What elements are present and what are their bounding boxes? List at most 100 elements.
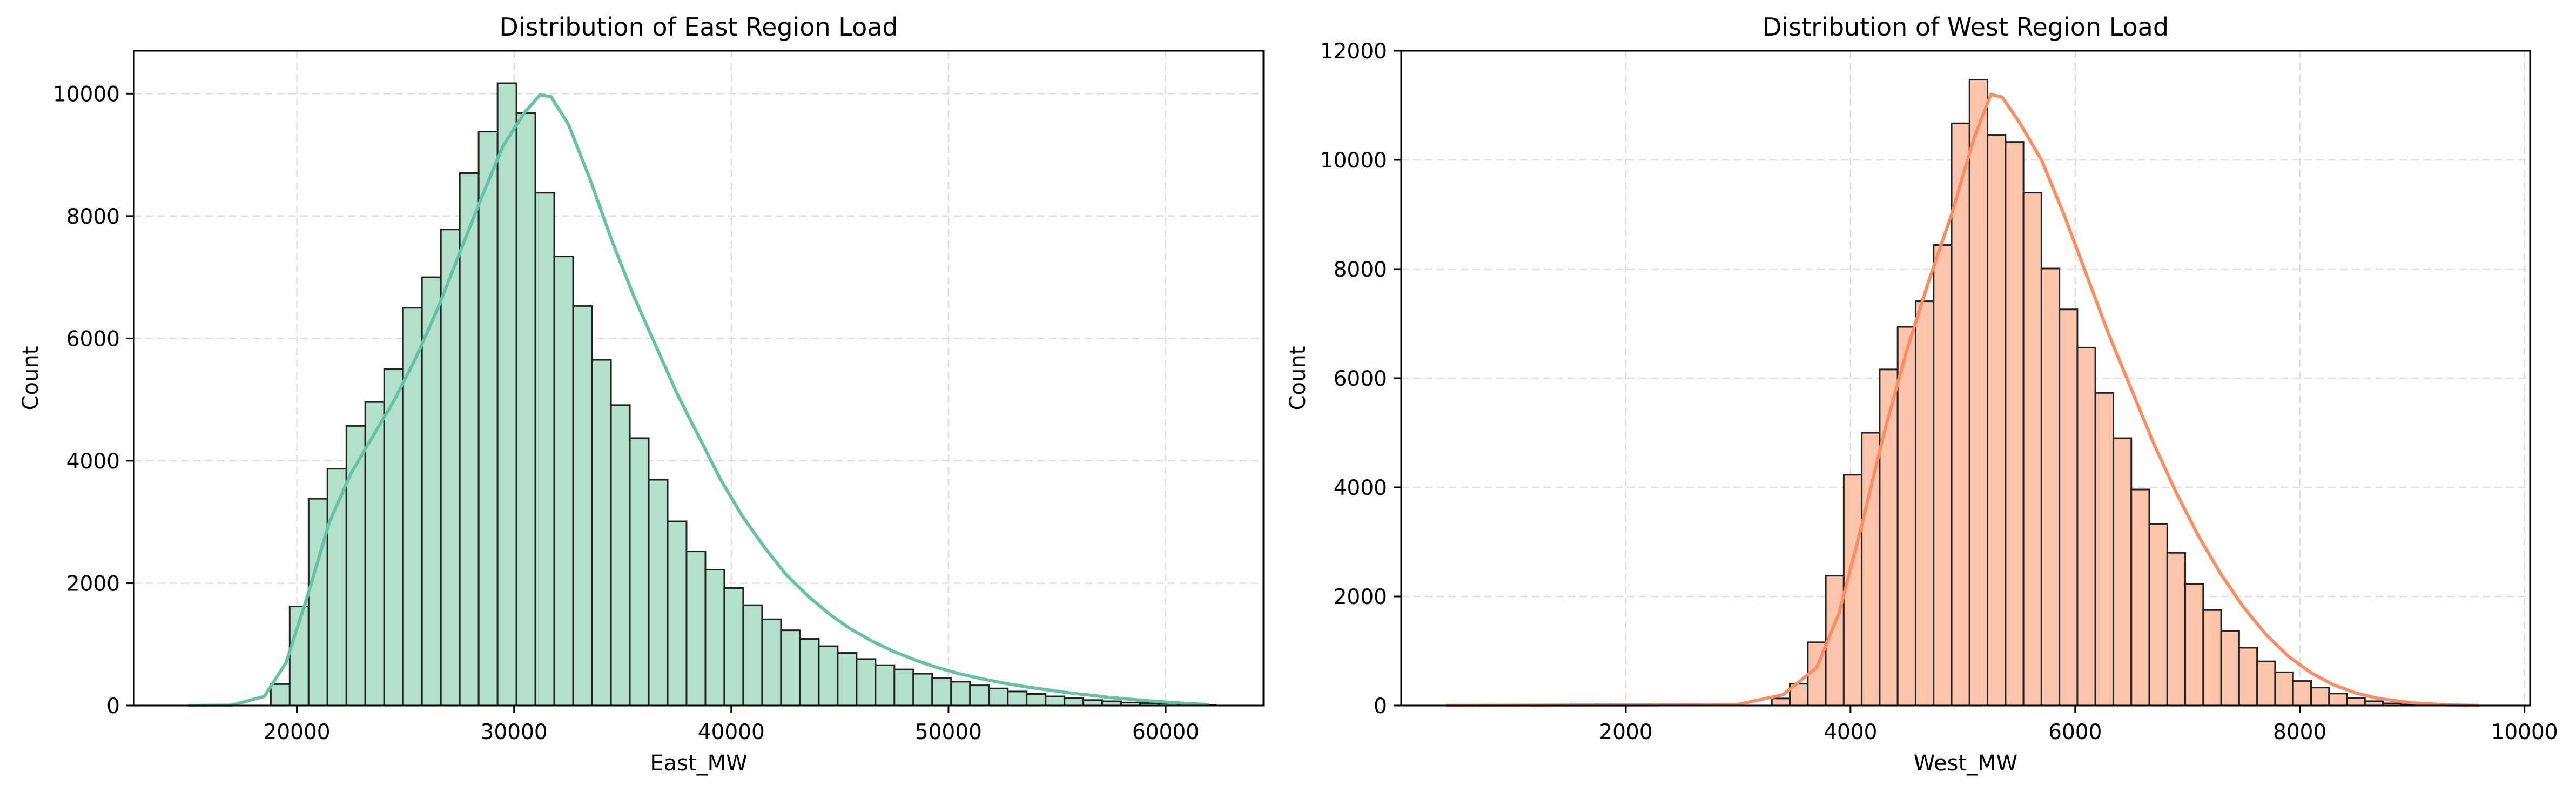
- east-x-tick-label: 50000: [915, 720, 982, 744]
- west-bar: [1968, 79, 1989, 707]
- east-bar: [969, 684, 990, 707]
- west-bar: [1879, 368, 1899, 707]
- east-bar: [440, 229, 461, 707]
- west-bar: [1987, 134, 2007, 707]
- west-histogram-panel: 2000 4000 6000 8000 10000 0 2000 4000 6000 8000 10…: [1286, 12, 2558, 776]
- west-x-axis-label: West_MW: [1914, 751, 2017, 776]
- east-bar: [496, 82, 517, 707]
- east-chart-title: Distribution of East Region Load: [499, 12, 898, 42]
- east-x-axis-label: East_MW: [650, 751, 747, 776]
- east-bar: [875, 664, 896, 707]
- east-bar: [534, 192, 555, 707]
- east-bar: [1064, 697, 1085, 707]
- west-x-tick-label: 4000: [1824, 720, 1877, 744]
- east-x-tick-label: 30000: [481, 720, 548, 744]
- west-bars: [1771, 79, 2420, 707]
- east-bar: [515, 112, 536, 707]
- west-bar: [2274, 671, 2294, 707]
- east-bar: [799, 638, 820, 707]
- east-bar: [648, 479, 669, 707]
- west-x-tick-label: 6000: [2048, 720, 2102, 744]
- east-bar: [553, 256, 574, 707]
- west-x-tick-label: 2000: [1599, 720, 1652, 744]
- east-bar: [780, 629, 801, 707]
- east-bar: [383, 368, 404, 707]
- west-bar: [1914, 300, 1935, 707]
- east-y-tick-label: 0: [106, 694, 120, 719]
- east-plot-frame: [133, 50, 1265, 707]
- east-histogram-panel: 20000 30000 40000 50000 60000 0 2000 4000 6000 80…: [18, 12, 1265, 776]
- east-bar: [610, 404, 631, 707]
- west-chart-title: Distribution of West Region Load: [1763, 12, 2169, 42]
- west-y-tick-label: 0: [1374, 694, 1387, 719]
- east-bar: [591, 359, 612, 707]
- east-bar: [988, 687, 1009, 707]
- east-bar: [723, 587, 744, 707]
- west-bar: [1933, 244, 1953, 707]
- west-bar: [2094, 392, 2114, 707]
- east-y-tick-label: 10000: [53, 82, 120, 106]
- west-bar: [2328, 693, 2348, 707]
- west-kde-line: [1446, 92, 2480, 707]
- east-bar: [893, 668, 914, 707]
- east-bar: [1045, 695, 1066, 707]
- west-bar: [1861, 432, 1881, 707]
- east-y-axis-label: Count: [18, 346, 43, 411]
- west-y-tick-label: 2000: [1334, 585, 1387, 609]
- west-bar: [2256, 660, 2276, 707]
- west-bar: [1771, 697, 1791, 707]
- east-bar: [307, 498, 328, 707]
- west-bar: [2220, 630, 2240, 707]
- west-bar: [2022, 192, 2042, 707]
- east-bar: [685, 551, 707, 707]
- west-bar: [2076, 346, 2096, 707]
- east-bar: [761, 618, 782, 707]
- west-y-tick-label: 10000: [1320, 149, 1387, 173]
- west-x-tick-label: 8000: [2273, 720, 2326, 744]
- west-bar: [2202, 609, 2222, 707]
- east-bars: [270, 82, 1217, 707]
- east-y-tick-label: 4000: [66, 449, 120, 474]
- west-x-tick-label: 10000: [2491, 720, 2558, 744]
- west-bar: [2292, 680, 2312, 707]
- west-bar: [2184, 583, 2204, 707]
- east-bar: [818, 645, 839, 707]
- west-ticks: 2000 4000 6000 8000 10000 0 2000 4000 6000 8000 10…: [1320, 39, 2558, 744]
- west-y-tick-label: 4000: [1334, 476, 1387, 500]
- east-bar: [704, 569, 725, 707]
- east-bar: [667, 520, 688, 707]
- east-ticks: 20000 30000 40000 50000 60000 0 2000 4000 6000 80…: [53, 82, 1199, 744]
- east-x-tick-label: 20000: [264, 720, 331, 744]
- east-bar: [270, 683, 291, 707]
- west-bar: [2148, 523, 2168, 707]
- east-bar: [629, 437, 650, 707]
- west-y-tick-label: 12000: [1320, 39, 1387, 64]
- east-bar: [931, 677, 952, 707]
- east-x-tick-label: 40000: [698, 720, 765, 744]
- east-bar: [1007, 690, 1028, 707]
- east-bar: [364, 401, 385, 707]
- east-x-tick-label: 60000: [1132, 720, 1199, 744]
- east-kde-line: [188, 93, 1209, 707]
- east-bar: [1026, 693, 1047, 707]
- east-bar: [856, 658, 877, 707]
- west-bar: [2238, 647, 2258, 707]
- east-bar: [459, 172, 480, 707]
- west-bar: [2112, 437, 2133, 707]
- west-bar: [2346, 697, 2366, 707]
- west-bar: [2059, 308, 2079, 707]
- west-y-axis-label: Count: [1286, 346, 1310, 411]
- west-bar: [2310, 687, 2330, 707]
- east-y-tick-label: 8000: [66, 205, 120, 229]
- east-bar: [912, 673, 933, 707]
- east-bar: [837, 652, 858, 707]
- east-bar: [1082, 699, 1104, 707]
- east-bar: [950, 681, 971, 707]
- west-bar: [2005, 141, 2025, 707]
- west-bar: [1896, 326, 1916, 707]
- west-bar: [2040, 267, 2061, 707]
- east-bar: [572, 305, 593, 707]
- west-y-tick-label: 8000: [1334, 258, 1387, 282]
- east-bar: [477, 131, 499, 707]
